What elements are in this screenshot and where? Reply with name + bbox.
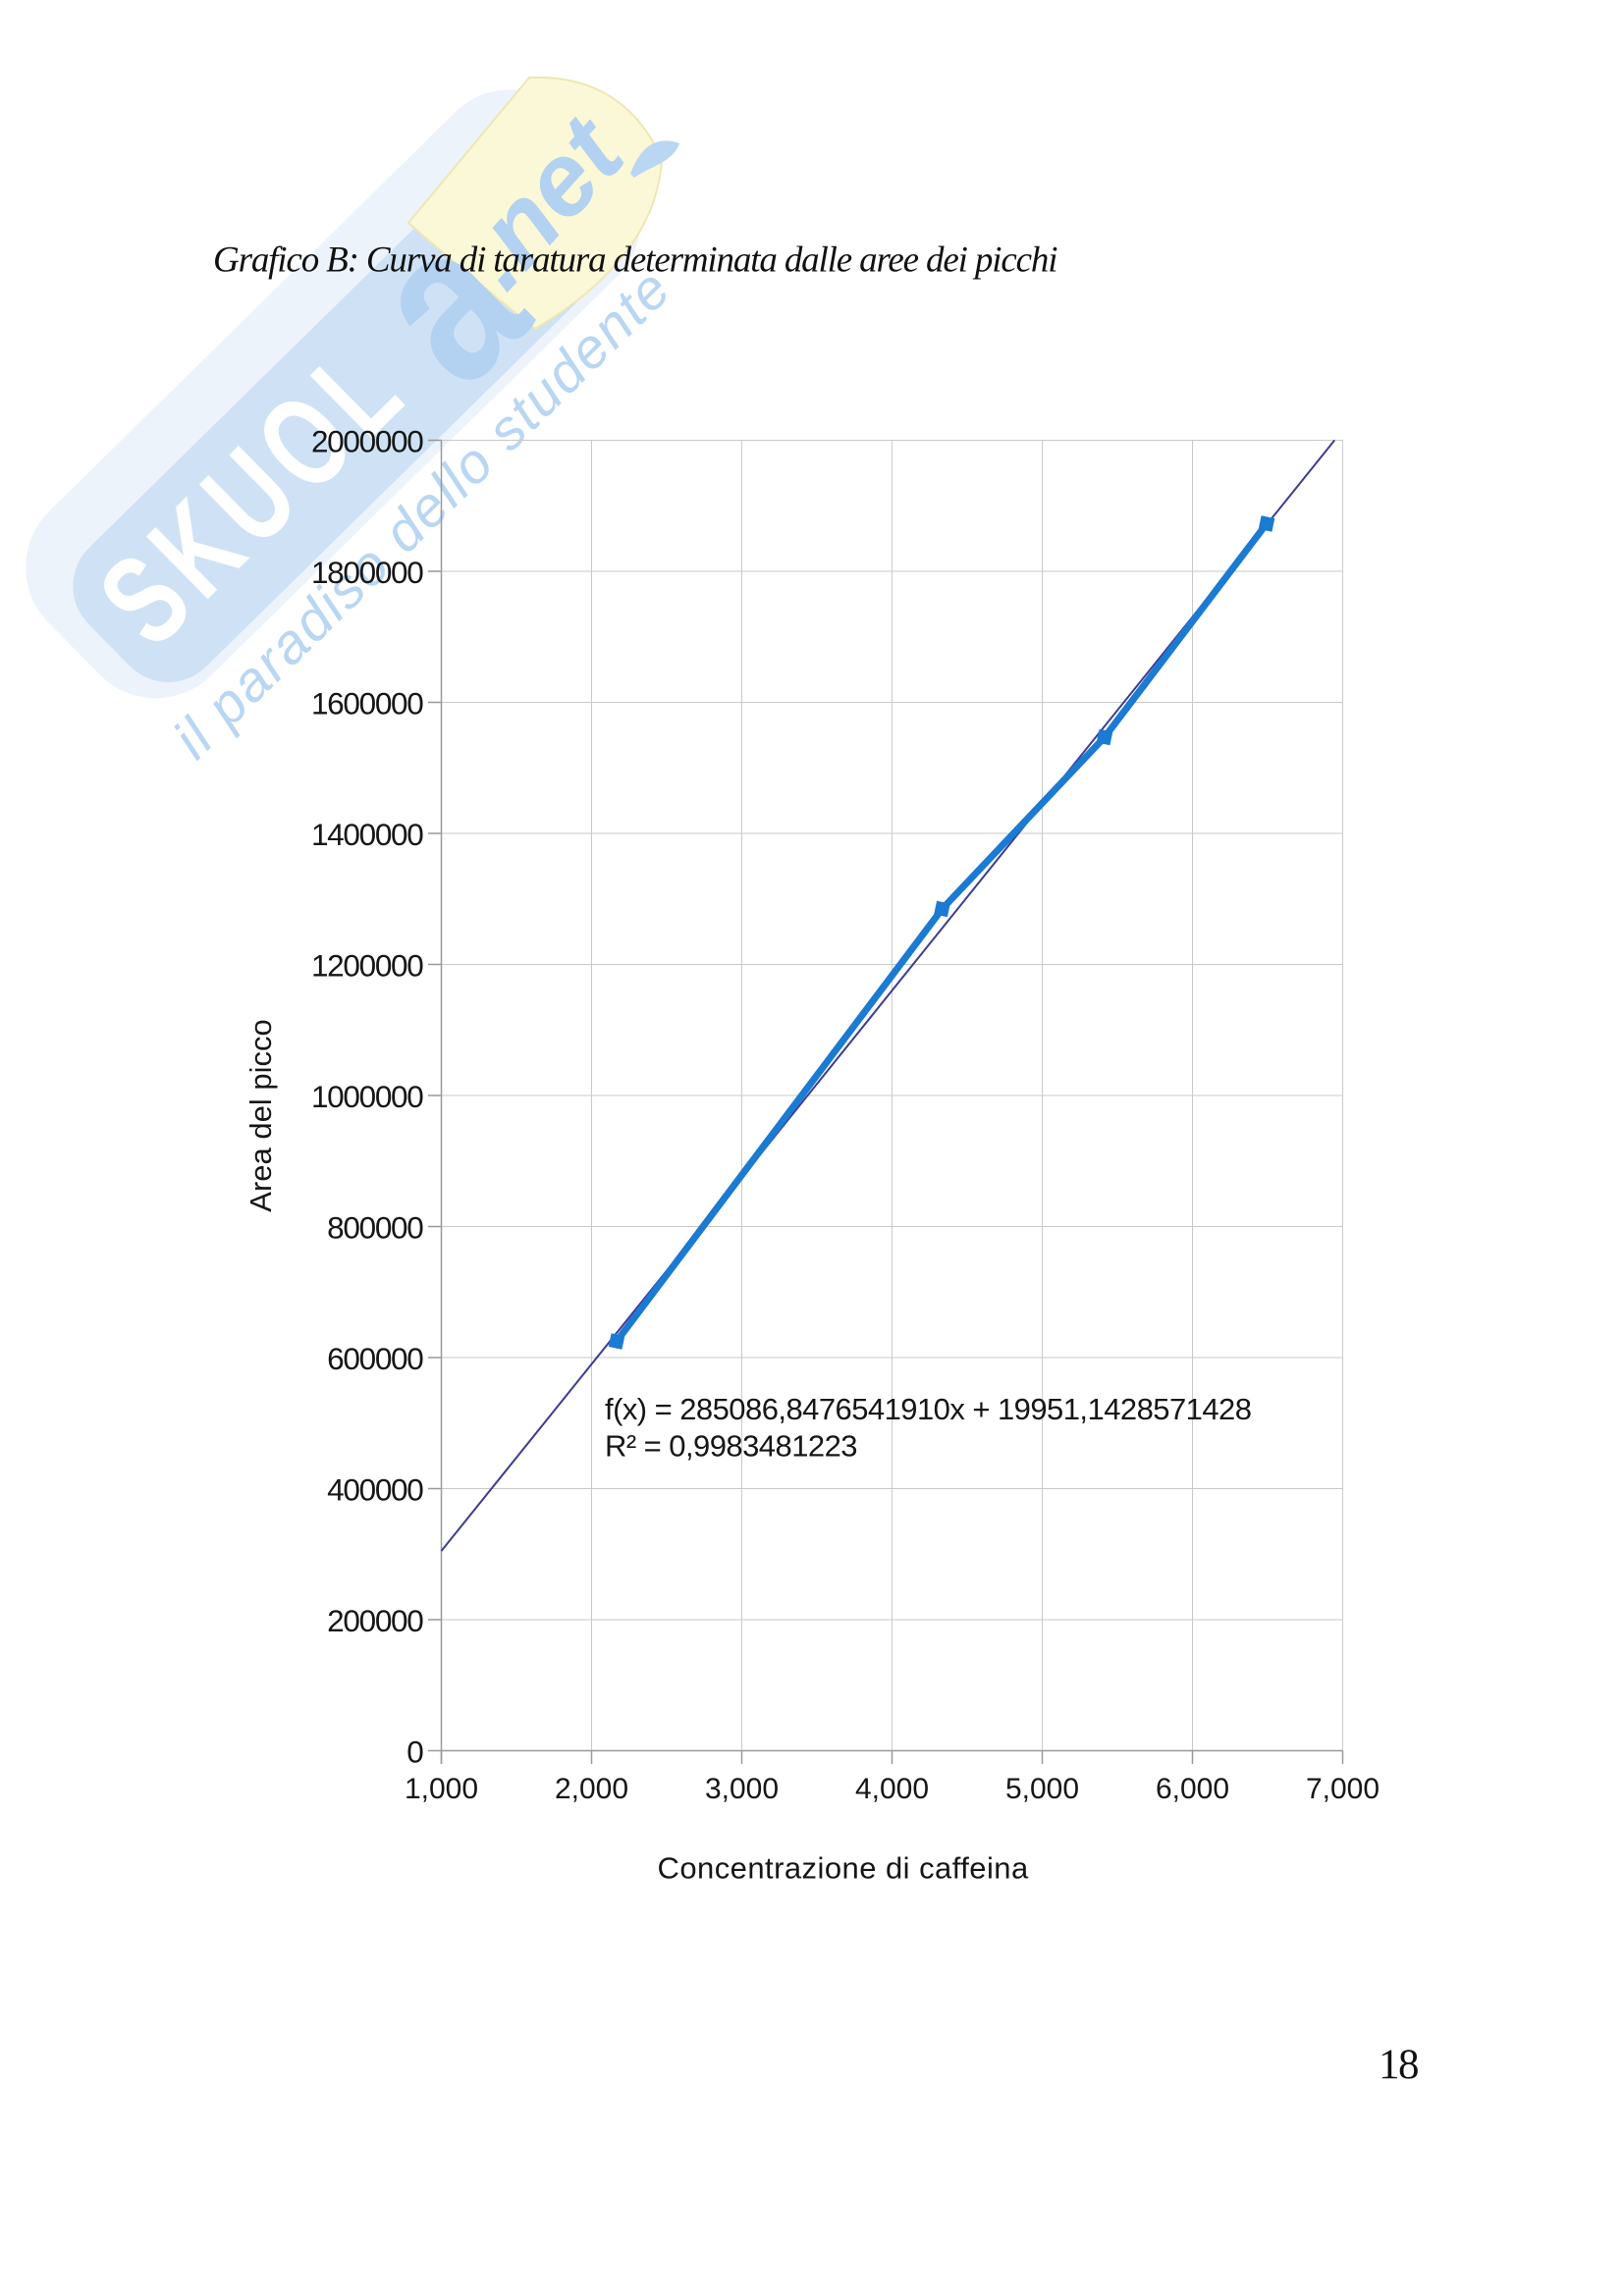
svg-text:400000: 400000	[327, 1472, 423, 1508]
svg-text:R² = 0,9983481223: R² = 0,9983481223	[605, 1429, 857, 1464]
svg-text:200000: 200000	[327, 1603, 423, 1638]
svg-text:1000000: 1000000	[311, 1079, 423, 1114]
svg-text:1,000: 1,000	[405, 1773, 478, 1805]
svg-text:18: 18	[1379, 2042, 1418, 2088]
svg-text:3,000: 3,000	[705, 1773, 779, 1805]
svg-text:0: 0	[406, 1735, 423, 1770]
svg-text:7,000: 7,000	[1306, 1773, 1380, 1805]
svg-text:Concentrazione di caffeina: Concentrazione di caffeina	[657, 1851, 1029, 1886]
svg-text:600000: 600000	[327, 1341, 423, 1376]
svg-text:5,000: 5,000	[1005, 1773, 1079, 1805]
svg-text:4,000: 4,000	[855, 1773, 929, 1805]
svg-text:Area del picco: Area del picco	[244, 1019, 278, 1211]
svg-text:2000000: 2000000	[311, 424, 423, 459]
svg-text:f(x) = 285086,8476541910x + 19: f(x) = 285086,8476541910x + 19951,142857…	[605, 1392, 1251, 1426]
svg-text:2,000: 2,000	[555, 1773, 628, 1805]
svg-text:1600000: 1600000	[311, 686, 423, 721]
svg-text:1800000: 1800000	[311, 555, 423, 590]
svg-text:1200000: 1200000	[311, 948, 423, 984]
svg-text:1400000: 1400000	[311, 817, 423, 852]
svg-text:800000: 800000	[327, 1210, 423, 1246]
svg-text:Grafico B: Curva di taratura d: Grafico B: Curva di taratura determinata…	[213, 240, 1057, 281]
svg-text:6,000: 6,000	[1156, 1773, 1229, 1805]
